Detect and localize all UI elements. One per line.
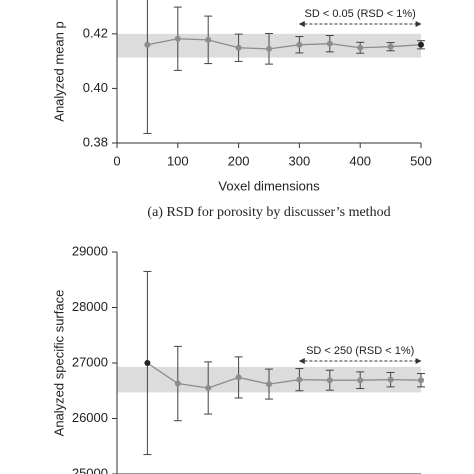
annotation: SD < 250 (RSD < 1%) — [306, 345, 414, 357]
point — [296, 376, 303, 383]
point — [387, 43, 394, 50]
point — [144, 41, 151, 48]
point — [235, 44, 242, 51]
point — [205, 36, 212, 43]
point — [387, 376, 394, 383]
y-tick-label: 0.40 — [83, 80, 108, 95]
point — [266, 45, 272, 52]
annotation: SD < 0.05 (RSD < 1%) — [305, 8, 416, 20]
point — [357, 44, 364, 51]
point — [144, 360, 151, 366]
point — [174, 35, 181, 42]
point — [357, 377, 364, 384]
point — [266, 381, 272, 388]
x-tick-label: 400 — [349, 153, 371, 168]
point — [326, 40, 333, 47]
x-tick-label: 0 — [113, 153, 120, 168]
point — [418, 377, 424, 384]
y-tick-label: 27000 — [72, 354, 108, 369]
point — [205, 384, 212, 391]
series-line — [147, 362, 422, 389]
point — [418, 41, 424, 48]
point — [296, 41, 303, 48]
y-tick-label: 28000 — [72, 299, 108, 314]
point — [174, 380, 181, 387]
y-axis-label: Analyzed mean p — [51, 21, 66, 121]
caption: (a) RSD for porosity by discusser’s meth… — [147, 205, 390, 220]
x-tick-label: 500 — [410, 153, 432, 168]
y-tick-label: 26000 — [72, 410, 108, 425]
y-tick-label: 29000 — [72, 243, 108, 258]
x-axis-label: Voxel dimensions — [218, 178, 320, 193]
y-axis-label: Analyzed specific surface — [51, 290, 66, 437]
point — [326, 377, 333, 384]
point — [235, 374, 242, 381]
y-tick-label: 0.38 — [83, 134, 108, 149]
y-tick-label: 25000 — [72, 465, 108, 474]
series-line — [147, 38, 422, 50]
x-tick-label: 300 — [289, 153, 311, 168]
x-tick-label: 200 — [228, 153, 250, 168]
y-tick-label: 0.42 — [83, 25, 108, 40]
x-tick-label: 100 — [167, 153, 189, 168]
